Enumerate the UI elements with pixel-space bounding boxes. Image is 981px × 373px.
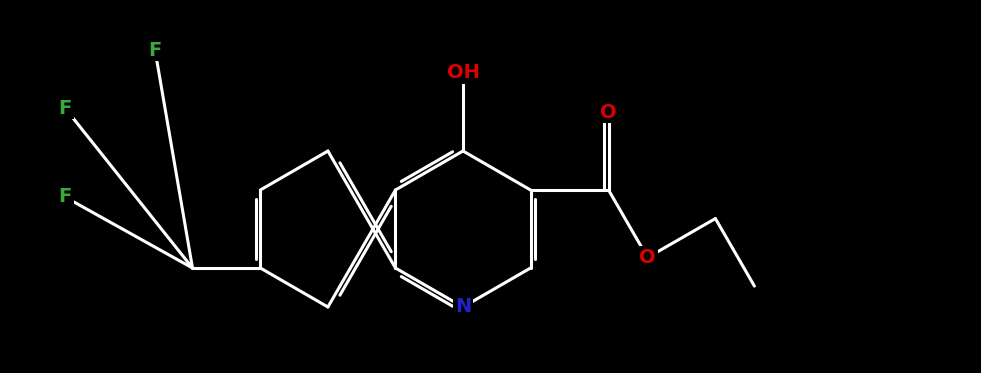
Text: N: N (455, 298, 471, 317)
Text: F: F (59, 98, 72, 117)
Text: OH: OH (446, 63, 480, 82)
Text: O: O (640, 248, 656, 267)
Text: O: O (600, 103, 617, 122)
Text: F: F (59, 188, 72, 207)
Text: F: F (148, 41, 162, 60)
